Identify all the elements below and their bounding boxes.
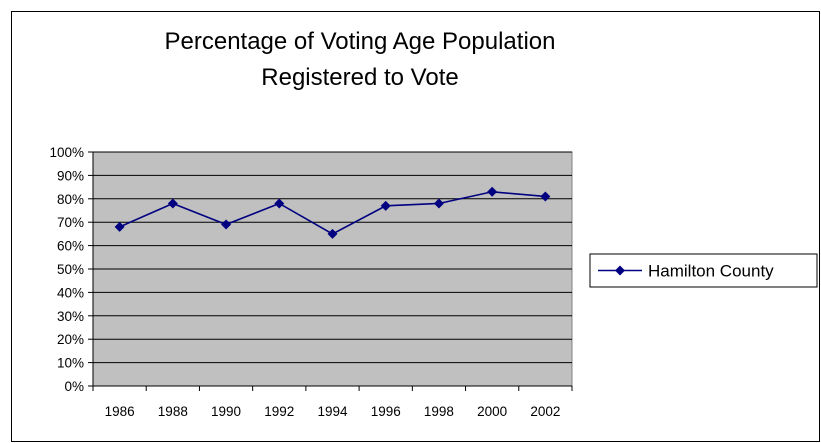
data-point-marker (221, 219, 232, 230)
y-tick-label: 20% (57, 332, 84, 347)
y-tick-label: 30% (57, 309, 84, 324)
y-tick-label: 70% (57, 215, 84, 230)
data-point-marker (327, 228, 338, 239)
data-point-marker (380, 200, 391, 211)
x-tick-label: 1990 (211, 404, 241, 419)
chart-title: Percentage of Voting Age Population Regi… (0, 24, 720, 96)
data-point-marker (433, 198, 444, 209)
chart-title-line-1: Percentage of Voting Age Population (164, 28, 556, 55)
y-tick-label: 60% (57, 239, 84, 254)
x-tick-label: 1986 (105, 404, 135, 419)
y-tick-label: 10% (57, 356, 84, 371)
y-tick-label: 100% (49, 145, 84, 160)
data-point-marker (167, 198, 178, 209)
y-tick-label: 90% (57, 168, 84, 183)
x-tick-label: 1996 (371, 404, 401, 419)
legend-label: Hamilton County (648, 262, 774, 281)
y-tick-label: 50% (57, 262, 84, 277)
x-tick-label: 1998 (424, 404, 454, 419)
chart-title-line-2: Registered to Vote (261, 64, 459, 91)
x-tick-label: 1988 (158, 404, 188, 419)
data-point-marker (540, 191, 551, 202)
legend-marker (615, 265, 625, 276)
x-tick-label: 2002 (530, 404, 560, 419)
data-point-marker (274, 198, 285, 209)
y-tick-label: 80% (57, 192, 84, 207)
x-tick-label: 1992 (264, 404, 294, 419)
x-tick-label: 2000 (477, 404, 507, 419)
x-tick-label: 1994 (317, 404, 348, 419)
data-point-marker (114, 221, 125, 232)
y-tick-label: 0% (64, 379, 84, 394)
data-point-marker (487, 186, 498, 197)
y-tick-label: 40% (57, 285, 84, 300)
